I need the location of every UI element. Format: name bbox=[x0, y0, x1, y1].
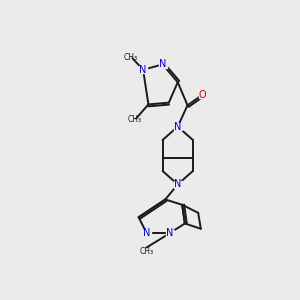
Text: N: N bbox=[166, 228, 173, 238]
Text: N: N bbox=[174, 179, 182, 189]
Text: N: N bbox=[159, 59, 166, 69]
Text: N: N bbox=[140, 65, 147, 75]
Text: CH₃: CH₃ bbox=[124, 53, 138, 62]
Text: N: N bbox=[174, 122, 182, 132]
Text: O: O bbox=[199, 90, 206, 100]
Text: CH₃: CH₃ bbox=[127, 115, 141, 124]
Bar bbox=[159, 61, 167, 68]
Bar bbox=[142, 230, 151, 237]
Bar bbox=[174, 123, 182, 130]
Bar bbox=[174, 181, 182, 188]
Bar bbox=[199, 91, 206, 98]
Bar bbox=[139, 66, 147, 73]
Bar bbox=[166, 230, 174, 237]
Text: CH₃: CH₃ bbox=[140, 247, 154, 256]
Text: N: N bbox=[143, 228, 150, 238]
